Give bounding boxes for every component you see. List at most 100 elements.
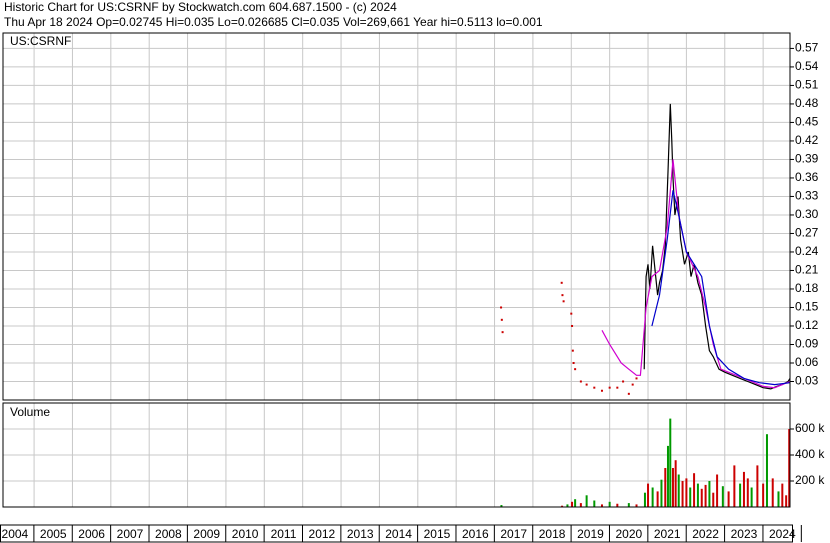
volume-bar: [762, 483, 765, 507]
volume-bar: [750, 487, 753, 507]
volume-bar: [777, 491, 780, 507]
x-tick-label: 2016: [462, 527, 489, 541]
x-tick-label: 2015: [424, 527, 451, 541]
volume-bar: [600, 504, 603, 507]
volume-bar: [742, 471, 745, 507]
y-tick-label: 0.18: [795, 281, 819, 295]
y-tick-label: 0.27: [795, 226, 819, 240]
volume-bar: [681, 481, 684, 507]
price-dot: [585, 383, 588, 386]
volume-bar: [571, 501, 574, 507]
volume-bar: [664, 468, 667, 507]
price-dot: [561, 294, 564, 297]
x-tick-label: 2012: [309, 527, 336, 541]
header-title: Historic Chart for US:CSRNF by Stockwatc…: [4, 0, 397, 14]
y-tick-label: 0.12: [795, 318, 819, 332]
volume-bar: [566, 504, 569, 507]
price-dot: [571, 349, 574, 352]
volume-bar: [651, 487, 654, 507]
price-dot: [579, 380, 582, 383]
x-tick-label: 2010: [232, 527, 259, 541]
price-dot: [600, 389, 603, 392]
volume-bar: [627, 503, 630, 507]
volume-panel: 200 k 400 k 600 k: [3, 403, 825, 507]
x-tick-label: 2024: [769, 527, 796, 541]
x-tick-label: 2009: [193, 527, 220, 541]
price-panel: 0.03 0.06 0.09 0.12 0.15 0.18 0.21 0.24 0.27 0.30…: [3, 33, 819, 400]
volume-bar: [647, 483, 650, 507]
y-tick-label: 0.03: [795, 374, 819, 388]
x-tick-label: 2011: [271, 527, 297, 541]
volume-bar: [716, 474, 719, 507]
y-tick-label: 200 k: [795, 473, 825, 487]
volume-bar: [685, 478, 688, 507]
y-tick-label: 400 k: [795, 447, 825, 461]
price-dot: [571, 324, 574, 327]
y-tick-label: 0.36: [795, 170, 819, 184]
x-tick-label: 2007: [117, 527, 144, 541]
x-tick-label: 2020: [615, 527, 642, 541]
volume-bar: [727, 491, 730, 507]
price-label: US:CSRNF: [10, 34, 71, 48]
y-tick-label: 0.09: [795, 337, 819, 351]
price-dot: [560, 281, 563, 284]
price-dot: [608, 386, 611, 389]
volume-bar: [765, 434, 768, 507]
price-dot: [622, 380, 625, 383]
price-line: [651, 190, 791, 386]
volume-bar: [674, 460, 677, 507]
y-tick-label: 0.42: [795, 133, 819, 147]
y-tick-label: 0.45: [795, 115, 819, 129]
price-dot: [593, 386, 596, 389]
x-tick-label: 2022: [692, 527, 719, 541]
header-info: Thu Apr 18 2024 Op=0.02745 Hi=0.035 Lo=0…: [4, 15, 543, 29]
x-tick-label: 2006: [78, 527, 105, 541]
volume-frame: [2, 402, 791, 508]
price-line: [643, 103, 791, 390]
price-dot: [574, 368, 577, 371]
volume-label: Volume: [10, 405, 50, 419]
x-tick-label: 2014: [385, 527, 412, 541]
y-tick-label: 0.21: [795, 263, 819, 277]
volume-bar: [693, 473, 696, 507]
y-tick-label: 0.57: [795, 41, 819, 55]
x-tick-label: 2023: [731, 527, 758, 541]
volume-bar: [656, 491, 659, 507]
volume-bar: [574, 499, 577, 507]
x-tick-label: 2018: [539, 527, 566, 541]
volume-bar: [756, 465, 759, 507]
volume-bar: [704, 484, 707, 507]
volume-bar: [739, 483, 742, 507]
y-tick-label: 600 k: [795, 421, 825, 435]
price-dot: [631, 383, 634, 386]
volume-bar: [781, 483, 784, 507]
volume-bar: [788, 429, 791, 507]
volume-bar: [689, 487, 692, 507]
volume-bar: [561, 505, 564, 507]
price-dot: [627, 392, 630, 395]
volume-bar: [712, 492, 715, 507]
y-tick-label: 0.06: [795, 355, 819, 369]
y-tick-label: 0.39: [795, 152, 819, 166]
volume-bar: [696, 483, 699, 507]
price-dot: [570, 312, 573, 315]
volume-bar: [746, 478, 749, 507]
volume-bar: [593, 500, 596, 507]
volume-bar: [771, 478, 774, 507]
price-dot: [500, 306, 503, 309]
y-tick-label: 0.51: [795, 78, 819, 92]
volume-bar: [579, 503, 582, 507]
y-tick-label: 0.48: [795, 96, 819, 110]
x-tick-label: 2005: [40, 527, 67, 541]
x-tick-label: 2021: [654, 527, 681, 541]
x-tick-label: 2004: [2, 527, 29, 541]
volume-bar: [700, 488, 703, 507]
price-dot: [562, 300, 565, 303]
volume-bar: [733, 465, 736, 507]
price-dot: [500, 318, 503, 321]
price-dot: [635, 377, 638, 380]
y-tick-label: 0.30: [795, 207, 819, 221]
price-dot: [616, 386, 619, 389]
